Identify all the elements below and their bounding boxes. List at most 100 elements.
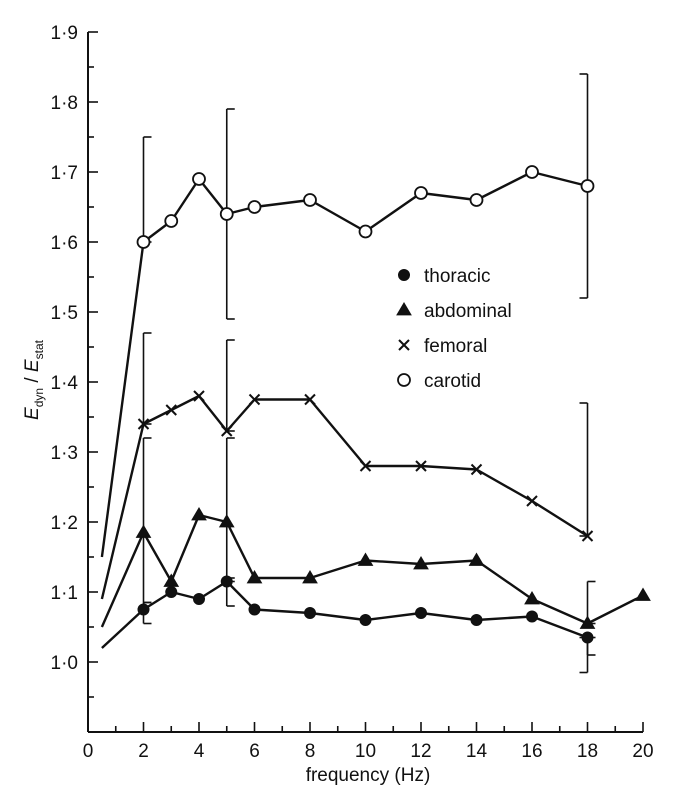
point-carotid <box>192 172 206 186</box>
point-abdominal <box>468 552 485 566</box>
y-axis-title-sub2: stat <box>32 339 46 359</box>
point-femoral-stroke-b <box>359 460 372 472</box>
legend-marker-femoral-stroke-b <box>398 339 410 351</box>
point-abdominal <box>579 615 596 629</box>
x-tick-label: 4 <box>194 741 205 762</box>
legend-item-abdominal: abdominal <box>396 301 512 322</box>
point-femoral <box>581 530 594 542</box>
legend-marker-femoral <box>398 339 410 351</box>
point-femoral <box>165 404 177 416</box>
point-femoral <box>526 495 538 507</box>
point-femoral <box>359 460 372 472</box>
point-abdominal <box>191 507 207 521</box>
legend: thoracic abdominal femoral carotid <box>396 266 512 392</box>
y-axis-title: Edyn / Estat <box>22 339 46 420</box>
point-carotid <box>303 193 317 207</box>
point-abdominal <box>302 570 318 584</box>
y-tick-label: 1·5 <box>51 303 78 324</box>
y-tick-label: 1·8 <box>51 93 78 114</box>
y-axis-title-sep: / <box>22 372 43 388</box>
point-carotid <box>164 214 179 228</box>
point-carotid <box>525 165 539 179</box>
legend-marker-carotid <box>397 373 411 387</box>
point-femoral <box>248 393 261 406</box>
error-bar <box>142 332 152 425</box>
point-femoral <box>415 460 427 472</box>
x-tick-label: 14 <box>466 741 488 762</box>
marker-layer <box>135 165 651 644</box>
error-bar <box>586 580 596 625</box>
point-abdominal <box>218 514 235 528</box>
point-femoral-stroke-b <box>193 390 205 402</box>
y-tick-label: 1·2 <box>51 513 78 534</box>
point-femoral-stroke-b <box>526 495 538 507</box>
x-axis-title: frequency (Hz) <box>306 765 431 786</box>
point-thoracic <box>526 610 538 623</box>
point-thoracic <box>220 575 233 588</box>
x-tick-label: 0 <box>83 741 94 762</box>
point-carotid <box>414 186 428 200</box>
point-carotid <box>136 235 151 249</box>
error-bar <box>225 437 235 583</box>
point-carotid <box>247 200 262 214</box>
x-tick-labels: 0 2 4 6 8 10 12 14 16 18 20 <box>83 741 654 762</box>
point-femoral-stroke-b <box>248 393 261 406</box>
point-abdominal <box>357 552 374 566</box>
point-femoral <box>221 425 233 437</box>
legend-label-carotid: carotid <box>424 371 481 392</box>
point-femoral <box>137 418 150 430</box>
point-thoracic <box>415 607 427 619</box>
point-femoral-stroke-b <box>304 393 316 406</box>
error-bar <box>225 339 235 432</box>
y-tick-label: 1·3 <box>51 443 78 464</box>
series-line-femoral <box>100 394 589 600</box>
error-bar <box>142 437 152 604</box>
legend-label-thoracic: thoracic <box>424 266 491 287</box>
axes <box>87 31 644 733</box>
point-femoral <box>470 463 483 476</box>
legend-item-femoral: femoral <box>398 336 487 357</box>
point-thoracic <box>304 607 316 619</box>
point-thoracic <box>581 631 594 644</box>
y-axis-title-sub1: dyn <box>32 388 46 407</box>
series-line-abdominal <box>100 513 644 628</box>
series-layer <box>100 170 644 649</box>
x-tick-label: 12 <box>410 741 431 762</box>
point-thoracic <box>470 614 483 626</box>
y-tick-label: 1·7 <box>51 163 78 184</box>
point-thoracic <box>248 603 261 616</box>
point-femoral-stroke-b <box>137 418 150 430</box>
point-carotid <box>358 224 373 239</box>
x-tick-label: 20 <box>632 741 653 762</box>
legend-marker-abdominal <box>396 302 412 316</box>
point-thoracic <box>193 593 205 605</box>
x-tick-label: 2 <box>138 741 149 762</box>
point-abdominal <box>635 587 651 601</box>
y-tick-label: 1·6 <box>51 233 78 254</box>
point-femoral-stroke-b <box>470 463 483 476</box>
point-femoral <box>304 393 316 406</box>
series-line-carotid <box>100 170 588 558</box>
point-thoracic <box>359 614 372 626</box>
error-bars <box>142 73 596 674</box>
y-tick-label: 1·0 <box>51 653 78 674</box>
point-abdominal <box>135 524 152 538</box>
legend-item-carotid: carotid <box>397 371 481 392</box>
point-femoral-stroke-b <box>221 425 233 437</box>
error-bar <box>142 136 152 243</box>
x-tick-label: 6 <box>249 741 260 762</box>
point-carotid <box>469 193 484 207</box>
point-abdominal <box>524 591 540 605</box>
x-tick-label: 18 <box>577 741 598 762</box>
y-tick-label: 1·1 <box>51 583 78 604</box>
y-tick-label: 1·4 <box>51 373 79 394</box>
y-axis-title-main-2: E <box>22 359 43 372</box>
y-tick-label: 1·9 <box>51 23 78 44</box>
point-abdominal <box>413 556 429 570</box>
point-femoral <box>193 390 205 402</box>
error-bar <box>579 402 589 537</box>
legend-label-femoral: femoral <box>424 336 487 357</box>
y-tick-labels: 1·0 1·1 1·2 1·3 1·4 1·5 1·6 1·7 1·8 1·9 <box>51 23 79 674</box>
point-femoral-stroke-b <box>415 460 427 472</box>
legend-label-abdominal: abdominal <box>424 301 512 322</box>
